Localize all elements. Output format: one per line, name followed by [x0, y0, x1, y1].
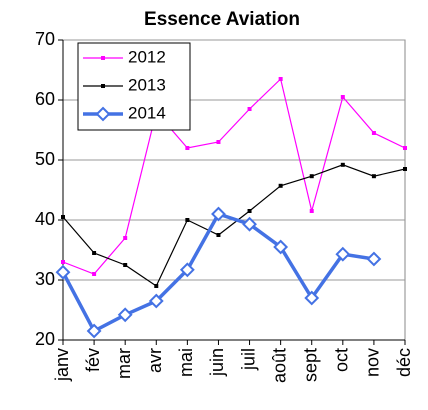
point	[366, 251, 382, 267]
x-tick-label: nov	[363, 348, 383, 377]
point	[242, 216, 257, 232]
legend-marker	[95, 106, 111, 122]
point	[179, 262, 195, 278]
series-line	[62, 77, 406, 275]
y-tick-label: 70	[35, 29, 55, 49]
point	[309, 209, 314, 213]
point	[92, 251, 97, 255]
x-tick-label: sept	[300, 348, 320, 382]
series-line	[62, 164, 406, 287]
legend-marker	[101, 84, 105, 88]
x-tick-label: déc	[394, 348, 414, 377]
point	[61, 260, 65, 264]
point	[403, 146, 407, 150]
point	[304, 290, 320, 306]
x-tick-label: avr	[145, 348, 165, 373]
point	[216, 140, 221, 144]
legend-label: 2013	[128, 75, 166, 94]
point	[211, 206, 226, 222]
y-tick-label: 40	[35, 209, 55, 229]
point	[148, 293, 164, 309]
point	[86, 323, 102, 339]
point	[278, 183, 283, 188]
x-tick-label: mai	[176, 348, 196, 377]
x-tick-label: fév	[83, 348, 103, 372]
chart-title: Essence Aviation	[144, 9, 300, 30]
x-tick-label: juin	[207, 348, 227, 377]
x-tick-label: août	[269, 348, 289, 383]
legend-marker	[101, 56, 105, 60]
y-tick-label: 20	[35, 329, 55, 349]
point	[340, 95, 345, 99]
x-tick-label: mar	[114, 348, 134, 379]
point	[123, 236, 128, 240]
point	[216, 233, 221, 237]
point	[154, 284, 159, 288]
legend-label: 2014	[128, 103, 166, 122]
point	[371, 174, 376, 179]
point	[340, 162, 345, 167]
x-tick-label: juil	[238, 348, 258, 371]
point	[185, 146, 190, 150]
point	[335, 246, 351, 262]
point	[278, 77, 283, 81]
x-tick-label: oct	[332, 348, 352, 372]
point	[273, 239, 289, 255]
y-tick-label: 30	[35, 269, 55, 289]
point	[123, 263, 128, 267]
point	[117, 307, 133, 323]
point	[403, 167, 407, 171]
x-tick-label: janv	[52, 348, 72, 382]
point	[185, 218, 190, 222]
legend-label: 2012	[128, 47, 166, 66]
y-tick-label: 60	[35, 89, 55, 109]
point	[371, 131, 376, 135]
point	[247, 209, 252, 213]
y-tick-label: 50	[35, 149, 55, 169]
point	[55, 264, 71, 280]
point	[92, 272, 97, 276]
point	[247, 107, 252, 111]
point	[309, 174, 314, 179]
point	[61, 215, 65, 219]
